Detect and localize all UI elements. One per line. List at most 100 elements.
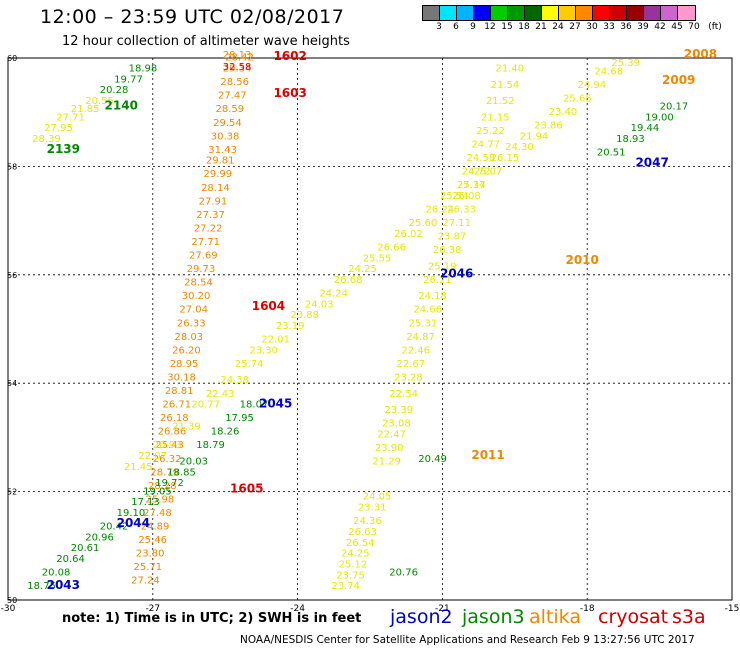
wave-height-value: 26.54 xyxy=(346,538,375,549)
color-swatch xyxy=(593,6,610,20)
color-scale-label: 15 xyxy=(501,22,513,32)
wave-height-value: 24.72 xyxy=(462,167,491,178)
footer-note: note: 1) Time is in UTC; 2) SWH is in fe… xyxy=(62,611,362,626)
wave-height-value: 24.87 xyxy=(406,332,435,343)
color-scale-label: 24 xyxy=(552,22,564,32)
pass-number-label: 1605 xyxy=(230,482,263,496)
wave-height-value: 29.99 xyxy=(203,169,232,180)
wave-height-value: 20.55 xyxy=(85,96,114,107)
wave-height-value: 26.32 xyxy=(153,454,182,465)
pass-number-label: 2010 xyxy=(565,253,598,267)
wave-height-value: 23.90 xyxy=(375,443,404,454)
wave-height-value: 23.80 xyxy=(136,549,165,560)
wave-height-value: 24.25 xyxy=(341,549,370,560)
color-scale-label: 9 xyxy=(470,22,476,32)
wave-height-value: 20.61 xyxy=(71,543,100,554)
wave-height-value: 28.39 xyxy=(32,134,61,145)
wave-height-value: 22.46 xyxy=(401,345,430,356)
wave-height-value: 27.71 xyxy=(56,112,85,123)
pass-number-label: 2044 xyxy=(117,516,150,530)
color-swatch xyxy=(644,6,661,20)
wave-height-value: 25.31 xyxy=(409,318,438,329)
wave-height-value: 22.01 xyxy=(261,335,290,346)
wave-height-value: 23.08 xyxy=(382,419,411,430)
wave-height-value: 26.33 xyxy=(177,318,206,329)
wave-height-value: 20.64 xyxy=(56,554,85,565)
color-scale-label: 70 xyxy=(688,22,700,32)
color-scale-label: 45 xyxy=(671,22,683,32)
lon-tick-label: -21 xyxy=(435,604,450,614)
lon-tick-label: -24 xyxy=(290,604,305,614)
wave-height-value: 29.73 xyxy=(187,264,216,275)
color-swatch xyxy=(474,6,491,20)
wave-height-value: 28.56 xyxy=(220,77,249,88)
wave-height-value: 21.40 xyxy=(495,64,524,75)
wave-height-value: 26.71 xyxy=(162,400,191,411)
wave-height-value: 21.94 xyxy=(520,131,549,142)
wave-height-value: 23.39 xyxy=(384,405,413,416)
wave-height-value: 19.77 xyxy=(114,74,143,85)
wave-height-value: 28.13 xyxy=(223,50,252,61)
color-swatch xyxy=(491,6,508,20)
wave-height-value: 24.77 xyxy=(471,139,500,150)
wave-height-value: 21.54 xyxy=(491,80,520,91)
wave-height-value: 25.60 xyxy=(409,218,438,229)
wave-height-value: 28.14 xyxy=(201,183,230,194)
wave-height-value: 30.20 xyxy=(182,291,211,302)
color-swatch xyxy=(508,6,525,20)
wave-height-value: 28.42 xyxy=(225,53,254,64)
wave-height-value: 25.43 xyxy=(155,440,184,451)
wave-height-value: 17.95 xyxy=(225,413,254,424)
wave-height-value: 25.19 xyxy=(428,261,457,272)
wave-height-value: 26.33 xyxy=(447,204,476,215)
wave-height-value: 28.03 xyxy=(175,332,204,343)
color-scale-label: 18 xyxy=(518,22,530,32)
color-scale-label: 3 xyxy=(436,22,442,32)
wave-height-value: 23.87 xyxy=(438,232,467,243)
wave-height-value: 18.85 xyxy=(167,467,196,478)
wave-height-value: 24.66 xyxy=(413,305,442,316)
wave-height-value: 18.75 xyxy=(27,581,56,592)
wave-height-value: 24.94 xyxy=(578,80,607,91)
color-scale-label: (ft) xyxy=(708,22,722,32)
wave-height-value: 26.86 xyxy=(158,427,187,438)
wave-height-value: 22.67 xyxy=(397,359,426,370)
pass-number-label: 2009 xyxy=(662,73,695,87)
wave-height-value: 26.21 xyxy=(423,275,452,286)
color-scale-label: 27 xyxy=(569,22,581,32)
wave-height-value: 27.47 xyxy=(218,91,247,102)
wave-height-value: 23.88 xyxy=(290,310,319,321)
wave-height-value: 19.00 xyxy=(645,112,674,123)
wave-height-value: 23.30 xyxy=(249,345,278,356)
wave-height-value: 19.10 xyxy=(117,508,146,519)
wave-height-value: 19.05 xyxy=(143,486,172,497)
wave-height-value: 23.86 xyxy=(534,120,563,131)
color-scale-bar xyxy=(422,5,696,21)
wave-height-value: 23.74 xyxy=(331,581,360,592)
pass-number-label: 1604 xyxy=(252,299,285,313)
pass-number-label: 2047 xyxy=(635,155,668,169)
pass-number-label: 1603 xyxy=(273,86,306,100)
wave-height-value: 25.17 xyxy=(457,180,486,191)
wave-height-value: 27.24 xyxy=(131,576,160,587)
wave-height-value: 24.38 xyxy=(220,375,249,386)
color-swatch xyxy=(525,6,542,20)
legend-item-s3a: s3a xyxy=(672,606,706,628)
pass-number-label: 2046 xyxy=(440,267,473,281)
color-swatch xyxy=(678,6,695,20)
wave-height-value: 28.59 xyxy=(216,104,245,115)
wave-height-value: 29.81 xyxy=(206,156,235,167)
wave-height-value: 19.44 xyxy=(631,123,660,134)
wave-height-value: 25.22 xyxy=(476,126,505,137)
wave-height-value: 20.03 xyxy=(179,457,208,468)
wave-height-value: 26.38 xyxy=(433,245,462,256)
wave-height-value: 21.15 xyxy=(481,112,510,123)
wave-height-value: 24.36 xyxy=(353,516,382,527)
wave-height-value: 24.03 xyxy=(305,299,334,310)
lat-tick-label: 60 xyxy=(7,54,17,63)
wave-height-value: 27.69 xyxy=(189,251,218,262)
color-swatch xyxy=(661,6,678,20)
wave-height-value: 29.54 xyxy=(213,118,242,129)
wave-height-value: 28.28 xyxy=(148,481,177,492)
wave-height-value: 25.12 xyxy=(339,559,368,570)
